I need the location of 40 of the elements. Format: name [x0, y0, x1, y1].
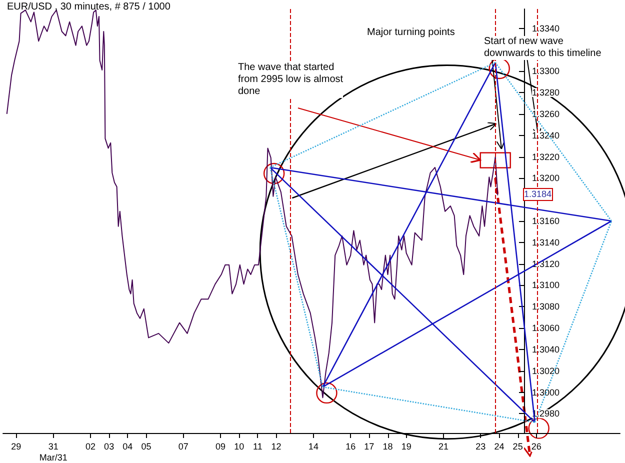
x-tick-label: 24: [494, 442, 504, 452]
chart-title: EUR/USD , 30 minutes, # 875 / 1000: [7, 2, 171, 12]
x-tick-label: 14: [308, 442, 318, 452]
x-tick-label: 25: [512, 442, 523, 452]
y-tick-label: 1.3260: [532, 108, 560, 119]
y-tick-label: 1.3220: [532, 152, 560, 162]
x-tick-label: 18: [382, 442, 393, 452]
y-tick-label: 1.3240: [532, 130, 560, 140]
x-tick-label: 26: [531, 442, 542, 452]
x-tick-label: 19: [401, 442, 412, 452]
y-tick-label: 1.3300: [532, 66, 560, 76]
annotation: The wave that started from 2995 low is almost done: [238, 62, 344, 98]
annotation: Major turning points: [367, 27, 455, 39]
y-tick-label: 1.3060: [532, 323, 560, 334]
y-tick-label: 1.3160: [532, 216, 560, 226]
y-tick-label: 1.3100: [532, 280, 560, 290]
x-tick-label: 21: [438, 442, 448, 452]
x-tick-label: 17: [364, 442, 374, 452]
x-tick-label: 16: [346, 442, 356, 452]
x-tick-label: 03: [104, 442, 114, 452]
y-tick-label: 1.3200: [532, 173, 560, 184]
x-tick-label: 10: [234, 442, 244, 452]
x-tick-label: 29: [11, 442, 22, 452]
y-tick-label: 1.3140: [532, 237, 560, 248]
y-tick-label: 1.3280: [532, 88, 560, 98]
y-tick-label: 1.3080: [532, 302, 560, 312]
y-tick-label: 1.3340: [532, 23, 560, 34]
y-tick-label: 1.3040: [532, 344, 560, 354]
y-tick-label: 1.3000: [532, 387, 560, 398]
x-tick-label: 31 Mar/31: [39, 442, 68, 462]
x-tick-label: 23: [476, 442, 486, 452]
x-tick-label: 12: [271, 442, 282, 452]
annotation: Start of new wave downwards to this timeline: [484, 36, 602, 60]
x-tick-label: 02: [85, 442, 96, 452]
x-tick-label: 05: [141, 442, 152, 452]
annotation: 1.3184: [523, 188, 553, 202]
x-tick-label: 04: [122, 442, 133, 452]
x-tick-label: 07: [178, 442, 188, 452]
x-tick-label: 11: [253, 442, 262, 452]
x-tick-label: 09: [216, 442, 226, 452]
